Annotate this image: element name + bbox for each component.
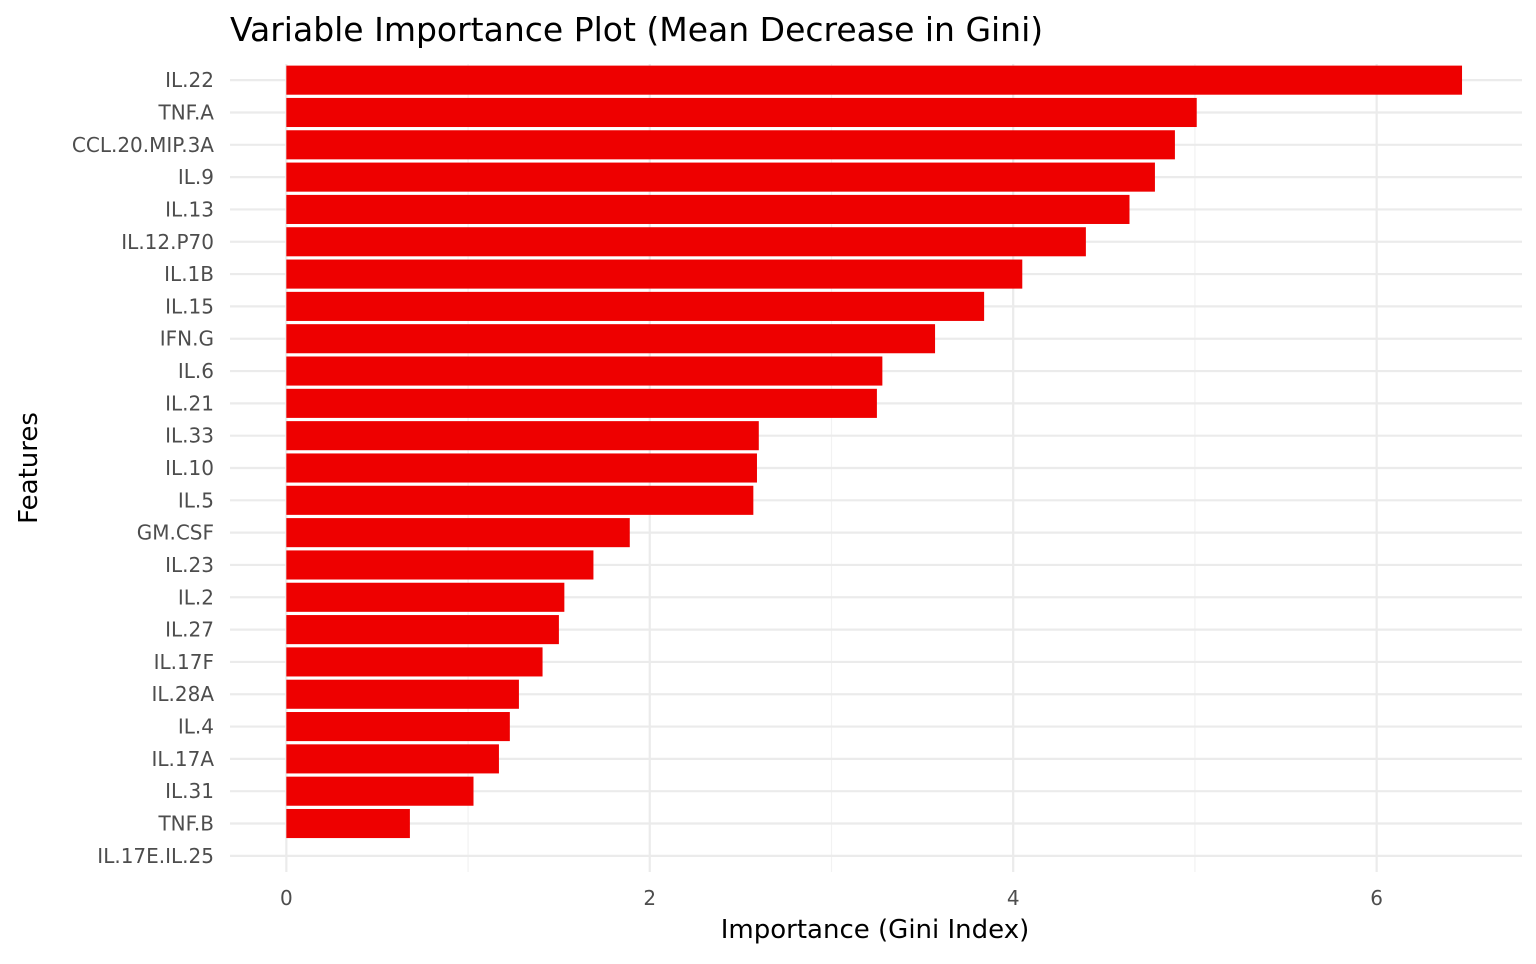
bar	[286, 259, 1023, 289]
bar	[286, 97, 1197, 128]
y-tick-label: IL.33	[165, 424, 214, 448]
x-tick-label: 6	[1370, 886, 1383, 910]
bar	[286, 776, 474, 806]
y-tick-labels: IL.22 TNF.A CCL.20.MIP.3A IL.9 IL.13 IL.12.P7…	[72, 68, 214, 868]
y-tick-label: IL.9	[178, 165, 214, 189]
bars	[286, 65, 1463, 839]
y-tick-label: IL.17A	[151, 747, 214, 771]
x-tick-labels: 0 2 4 6	[280, 886, 1383, 910]
y-tick-label: IL.31	[165, 779, 214, 803]
y-axis-title: Features	[14, 412, 44, 524]
y-tick-label: IL.5	[178, 488, 214, 512]
y-tick-label: IL.6	[178, 359, 214, 383]
x-tick-label: 0	[280, 886, 293, 910]
bar	[286, 808, 410, 839]
y-tick-label: IL.23	[165, 553, 214, 577]
y-tick-label: IL.1B	[164, 262, 214, 286]
y-tick-label: IFN.G	[160, 327, 214, 351]
y-tick-label: IL.21	[165, 391, 214, 415]
bar	[286, 582, 565, 612]
chart-title: Variable Importance Plot (Mean Decrease …	[230, 10, 1043, 49]
y-tick-label: IL.4	[178, 715, 214, 739]
y-tick-label: IL.13	[165, 197, 214, 221]
bar	[286, 712, 510, 742]
bar	[286, 485, 754, 515]
bar	[286, 647, 543, 677]
bar	[286, 130, 1175, 160]
y-tick-label: IL.2	[178, 585, 214, 609]
bar	[286, 679, 519, 709]
bar	[286, 324, 936, 354]
bar	[286, 388, 877, 418]
y-tick-label: IL.22	[165, 68, 214, 92]
y-tick-label: CCL.20.MIP.3A	[72, 133, 214, 157]
y-tick-label: IL.17E.IL.25	[97, 844, 214, 868]
bar	[286, 194, 1130, 224]
bar	[286, 421, 759, 451]
y-tick-label: IL.12.P70	[121, 230, 214, 254]
x-tick-label: 4	[1007, 886, 1020, 910]
y-tick-label: IL.15	[165, 294, 214, 318]
bar	[286, 65, 1463, 95]
bar	[286, 550, 594, 580]
bar	[286, 744, 499, 774]
bar	[286, 615, 559, 645]
y-tick-label: GM.CSF	[137, 521, 214, 545]
x-tick-label: 2	[643, 886, 656, 910]
bar	[286, 162, 1155, 192]
y-tick-label: TNF.B	[157, 812, 214, 836]
y-tick-label: IL.27	[165, 618, 214, 642]
bar	[286, 356, 883, 386]
y-tick-label: IL.28A	[151, 682, 214, 706]
bar	[286, 227, 1086, 257]
x-axis-title: Importance (Gini Index)	[721, 915, 1029, 945]
bar	[286, 453, 757, 483]
bar	[286, 291, 985, 321]
y-tick-label: IL.10	[165, 456, 214, 480]
y-tick-label: TNF.A	[157, 100, 214, 124]
bar	[286, 518, 630, 548]
y-tick-label: IL.17F	[154, 650, 214, 674]
